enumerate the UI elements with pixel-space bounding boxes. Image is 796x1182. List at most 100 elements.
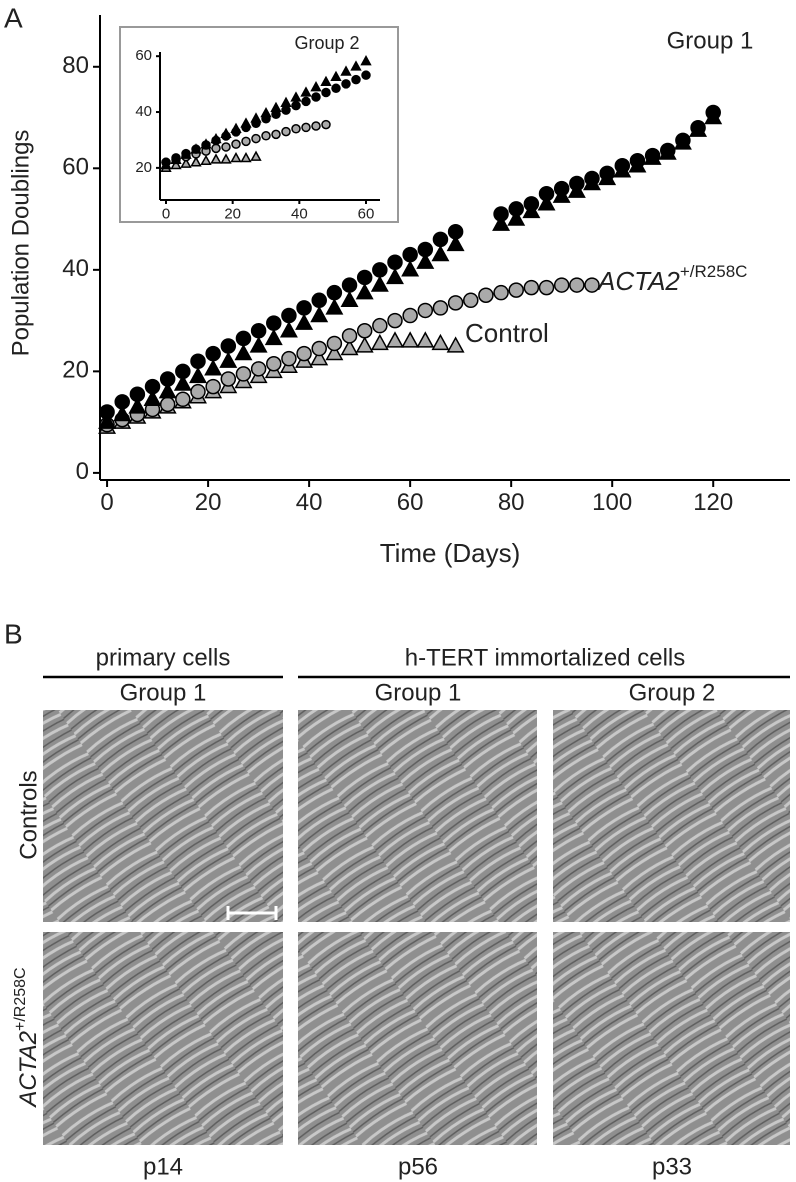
data-point: [387, 312, 403, 329]
data-point: [690, 119, 706, 136]
micrograph: [43, 710, 283, 922]
x-tick-label: 60: [397, 489, 424, 516]
chart-title: Group 1: [667, 27, 754, 54]
data-point: [266, 356, 282, 372]
data-point: [372, 262, 388, 278]
data-point: [401, 331, 420, 348]
group-header: primary cells: [96, 644, 231, 671]
data-point: [261, 131, 271, 141]
data-point: [311, 340, 327, 357]
data-point: [251, 133, 261, 144]
data-point: [159, 396, 176, 413]
data-point: [291, 100, 301, 111]
passage-label: p33: [652, 1153, 692, 1180]
data-point: [221, 131, 231, 141]
x-tick-label: 100: [592, 489, 632, 516]
micrograph: [553, 710, 790, 922]
data-point: [325, 343, 344, 361]
data-point: [210, 153, 222, 164]
data-point: [325, 298, 344, 315]
data-point: [417, 241, 434, 258]
data-point: [386, 267, 404, 285]
micrograph: [553, 932, 790, 1145]
y-axis-label: Population Doublings: [7, 130, 34, 357]
data-point: [129, 386, 146, 402]
data-point: [211, 143, 221, 154]
x-axis-label: Time (Days): [380, 538, 521, 568]
data-point: [326, 284, 343, 301]
data-point: [447, 224, 464, 240]
panel-label: A: [4, 2, 23, 33]
data-point: [584, 170, 600, 187]
data-point: [281, 126, 291, 137]
data-point: [493, 284, 509, 301]
data-point: [351, 74, 361, 85]
data-point: [310, 349, 329, 366]
data-point: [113, 404, 132, 422]
data-point: [250, 361, 267, 377]
micrograph: [298, 932, 537, 1145]
scale-bar: [226, 906, 278, 920]
x-tick-label: 120: [693, 489, 733, 516]
data-point: [553, 277, 570, 293]
data-point: [310, 305, 329, 323]
data-point: [355, 283, 374, 300]
data-point: [447, 295, 464, 311]
row-label: ACTA2+/R258C: [12, 967, 42, 1108]
annotation: ACTA2+/R258C: [596, 262, 747, 295]
data-point: [220, 153, 232, 164]
data-point: [296, 300, 312, 316]
data-point: [386, 331, 404, 348]
data-point: [492, 214, 511, 231]
data-point: [261, 113, 271, 124]
data-point: [300, 86, 312, 97]
data-point: [291, 124, 301, 134]
data-point: [170, 158, 182, 170]
x-tick-label: 40: [296, 489, 323, 516]
x-tick-label: 80: [498, 489, 525, 516]
data-point: [416, 252, 435, 269]
data-point: [311, 92, 321, 102]
data-point: [241, 136, 251, 147]
data-point: [190, 156, 202, 167]
data-point: [493, 206, 509, 222]
data-point: [553, 180, 570, 197]
data-point: [171, 153, 181, 163]
data-point: [181, 148, 191, 159]
data-point: [361, 70, 371, 80]
data-point: [340, 338, 359, 356]
data-point: [271, 129, 281, 140]
data-point: [180, 157, 192, 168]
data-point: [508, 201, 524, 217]
data-point: [599, 165, 615, 182]
data-point: [614, 158, 631, 174]
data-point: [235, 330, 252, 347]
data-point: [350, 60, 362, 71]
data-point: [144, 378, 161, 395]
data-point: [508, 282, 524, 298]
data-point: [98, 412, 117, 429]
data-point: [211, 135, 221, 146]
y-tick-label: 20: [135, 159, 152, 176]
data-point: [675, 132, 691, 149]
data-point: [341, 328, 358, 344]
data-point: [200, 154, 212, 166]
y-tick-label: 60: [62, 154, 89, 181]
data-point: [523, 279, 540, 296]
data-point: [431, 333, 450, 351]
data-point: [372, 317, 388, 334]
x-tick-label: 20: [224, 205, 241, 222]
data-point: [143, 389, 162, 406]
data-point: [537, 194, 556, 211]
micrograph: [298, 710, 537, 922]
data-point: [340, 290, 359, 307]
data-point: [446, 234, 465, 252]
data-point: [326, 335, 343, 352]
passage-label: p14: [143, 1153, 183, 1180]
panel-label: B: [4, 618, 23, 649]
data-point: [161, 157, 171, 168]
group-header: h-TERT immortalized cells: [405, 644, 686, 671]
data-point: [330, 70, 342, 82]
x-tick-label: 0: [162, 205, 170, 222]
data-point: [231, 139, 241, 149]
